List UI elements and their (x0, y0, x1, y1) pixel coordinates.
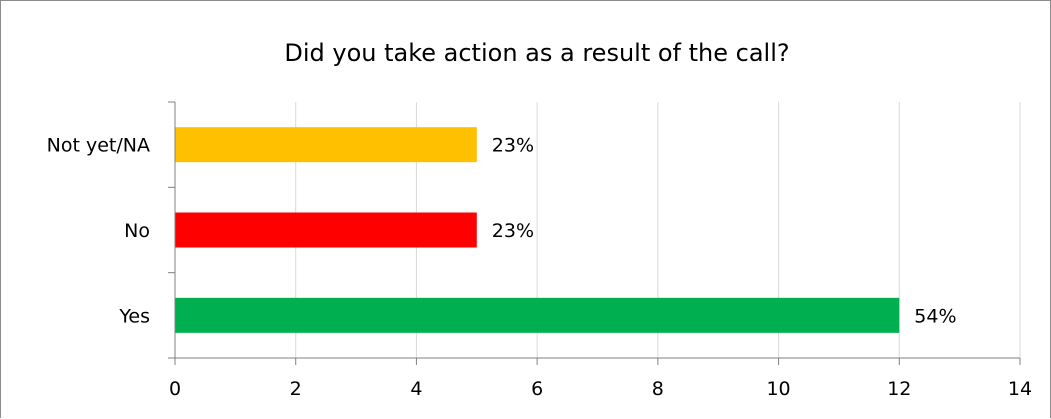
x-tick-label-4: 4 (410, 378, 422, 400)
data-label-2: 54% (914, 305, 956, 327)
bar-0 (175, 127, 477, 163)
bar-2 (175, 297, 900, 333)
x-tick-label-14: 14 (1008, 378, 1032, 400)
data-label-0: 23% (492, 135, 534, 157)
chart-title: Did you take action as a result of the c… (284, 39, 789, 67)
x-tick-label-10: 10 (766, 378, 790, 400)
x-tick-label-0: 0 (169, 378, 181, 400)
bar-1 (175, 212, 477, 248)
x-tick-label-2: 2 (290, 378, 302, 400)
x-tick-label-12: 12 (887, 378, 911, 400)
category-label-1: No (124, 220, 150, 242)
category-label-2: Yes (118, 305, 150, 327)
data-label-1: 23% (492, 220, 534, 242)
category-label-0: Not yet/NA (47, 135, 150, 157)
bars (175, 127, 900, 333)
axes (168, 101, 1021, 365)
x-tick-label-8: 8 (652, 378, 664, 400)
x-tick-label-6: 6 (531, 378, 543, 400)
labels: Not yet/NA 23% No 23% Yes 54% 0 2 4 6 8 10 12 14 (47, 135, 1032, 400)
